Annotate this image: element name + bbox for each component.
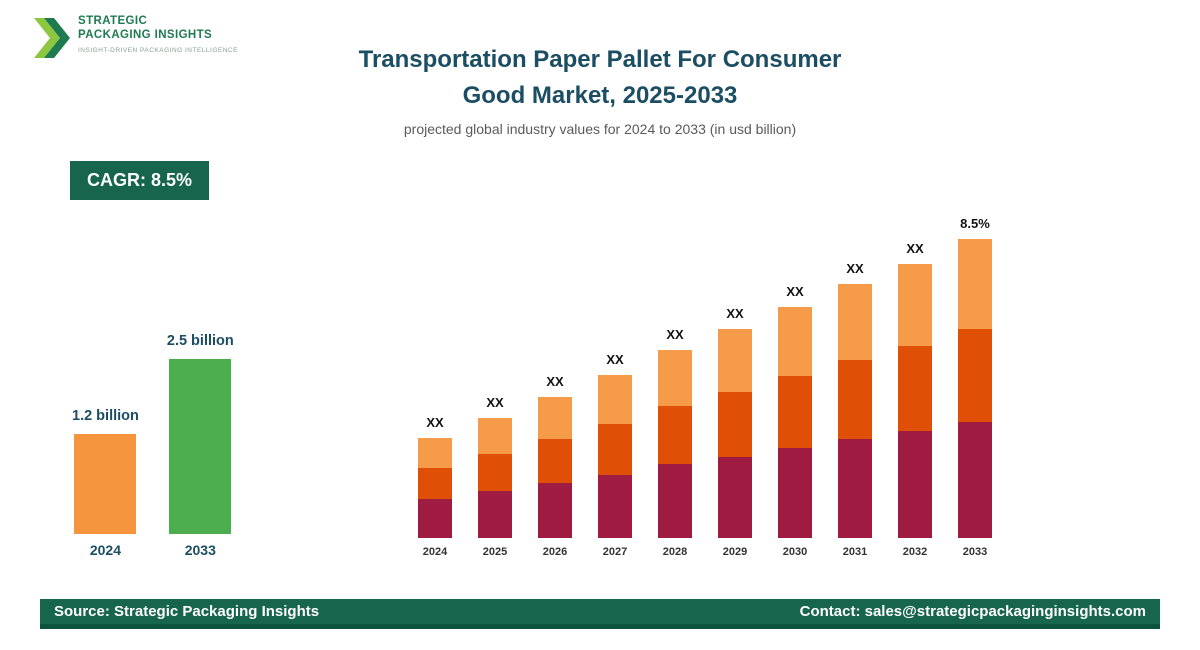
segment-top (418, 438, 452, 468)
segment-bottom (478, 491, 512, 538)
segment-middle (718, 392, 752, 457)
page-title-line2: Good Market, 2025-2033 (462, 82, 738, 109)
bar-year-label: 2027 (602, 546, 628, 558)
segment-top (958, 239, 992, 329)
mini-bar-year-label: 2033 (184, 542, 216, 558)
bar-value-label: XX (486, 395, 504, 410)
segment-middle (838, 360, 872, 439)
bar-value-label: XX (666, 327, 684, 342)
stacked-bar (898, 264, 932, 538)
footer-contact: Contact: sales@strategicpackaginginsight… (799, 603, 1146, 620)
stacked-bar-column: XX 2030 (778, 284, 812, 558)
stacked-bar-column: XX 2031 (838, 261, 872, 558)
bar-year-label: 2025 (482, 546, 508, 558)
mini-bar-column: 1.2 billion 2024 (72, 408, 139, 558)
stacked-bar (958, 239, 992, 538)
stacked-bar-column: XX 2028 (658, 327, 692, 558)
segment-top (838, 284, 872, 360)
stacked-bar-column: XX 2027 (598, 352, 632, 558)
segment-top (778, 307, 812, 376)
mini-bar-column: 2.5 billion 2033 (167, 333, 234, 558)
segment-top (538, 397, 572, 439)
logo-tagline: INSIGHT-DRIVEN PACKAGING INTELLIGENCE (78, 47, 238, 54)
footer-source: Source: Strategic Packaging Insights (54, 603, 320, 620)
segment-bottom (778, 448, 812, 538)
mini-comparison-chart: 1.2 billion 2024 2.5 billion 2033 (72, 333, 234, 558)
bar-value-label: XX (606, 352, 624, 367)
bar-value-label: XX (786, 284, 804, 299)
stacked-bar-column: XX 2024 (418, 415, 452, 558)
page-subtitle: projected global industry values for 202… (403, 121, 797, 137)
stacked-bar (778, 307, 812, 538)
mini-bar-value-label: 2.5 billion (166, 333, 234, 349)
segment-bottom (418, 499, 452, 538)
segment-middle (538, 439, 572, 483)
bar-value-label: XX (546, 374, 564, 389)
mini-bar-value-label: 1.2 billion (72, 408, 139, 424)
segment-middle (478, 454, 512, 491)
bar-year-label: 2032 (902, 546, 928, 558)
segment-bottom (838, 439, 872, 538)
segment-top (478, 418, 512, 454)
segment-middle (898, 346, 932, 431)
logo-chevron-icon (34, 18, 70, 58)
bar-year-label: 2030 (782, 546, 808, 558)
bar-year-label: 2026 (542, 546, 568, 558)
mini-bar-2024 (74, 434, 137, 534)
bar-year-label: 2031 (842, 546, 868, 558)
segment-bottom (898, 431, 932, 538)
segment-top (718, 329, 752, 392)
segment-bottom (958, 422, 992, 538)
segment-top (898, 264, 932, 346)
segment-middle (958, 329, 992, 422)
stacked-bar (598, 375, 632, 538)
stacked-bar-column: XX 2032 (898, 241, 932, 558)
bar-year-label: 2028 (662, 546, 688, 558)
stacked-bar-column: XX 2029 (718, 306, 752, 558)
cagr-badge: CAGR: 8.5% (70, 161, 210, 200)
stacked-bar (478, 418, 512, 538)
mini-bar-year-label: 2024 (89, 542, 122, 558)
bar-value-label: XX (426, 415, 444, 430)
segment-bottom (658, 464, 692, 538)
stacked-bar-column: XX 2025 (478, 395, 512, 558)
stacked-bar (538, 397, 572, 538)
bar-value-label: 8.5% (960, 216, 990, 231)
bar-year-label: 2029 (722, 546, 748, 558)
bar-year-label: 2033 (962, 546, 988, 558)
header: Transportation Paper Pallet For Consumer… (200, 42, 1000, 137)
logo-line2: PACKAGING INSIGHTS (78, 29, 213, 41)
segment-bottom (718, 457, 752, 538)
logo-line1: STRATEGIC (78, 15, 148, 27)
logo: STRATEGIC PACKAGING INSIGHTS INSIGHT-DRI… (34, 14, 238, 62)
segment-bottom (538, 483, 572, 538)
segment-top (598, 375, 632, 424)
bar-value-label: XX (846, 261, 864, 276)
stacked-bar (838, 284, 872, 538)
segment-middle (778, 376, 812, 448)
stacked-bar-chart: XX 2024 XX 2025 XX 2026 XX 2027 XX 2028 XX 2029 XX 20… (418, 216, 992, 558)
logo-text: STRATEGIC PACKAGING INSIGHTS INSIGHT-DRI… (78, 14, 238, 54)
page-title-line1: Transportation Paper Pallet For Consumer (358, 46, 842, 73)
stacked-bar-column: XX 2026 (538, 374, 572, 558)
bar-value-label: XX (726, 306, 744, 321)
segment-bottom (598, 475, 632, 538)
segment-middle (418, 468, 452, 499)
stacked-bar (418, 438, 452, 538)
segment-top (658, 350, 692, 406)
bar-value-label: XX (906, 241, 924, 256)
segment-middle (658, 406, 692, 464)
segment-middle (598, 424, 632, 475)
stacked-bar (718, 329, 752, 538)
bar-year-label: 2024 (422, 546, 448, 558)
footer-bar: Source: Strategic Packaging Insights Con… (40, 599, 1160, 629)
mini-bar-2033 (169, 359, 232, 534)
stacked-bar-column: 8.5% 2033 (958, 216, 992, 558)
stacked-bar (658, 350, 692, 538)
